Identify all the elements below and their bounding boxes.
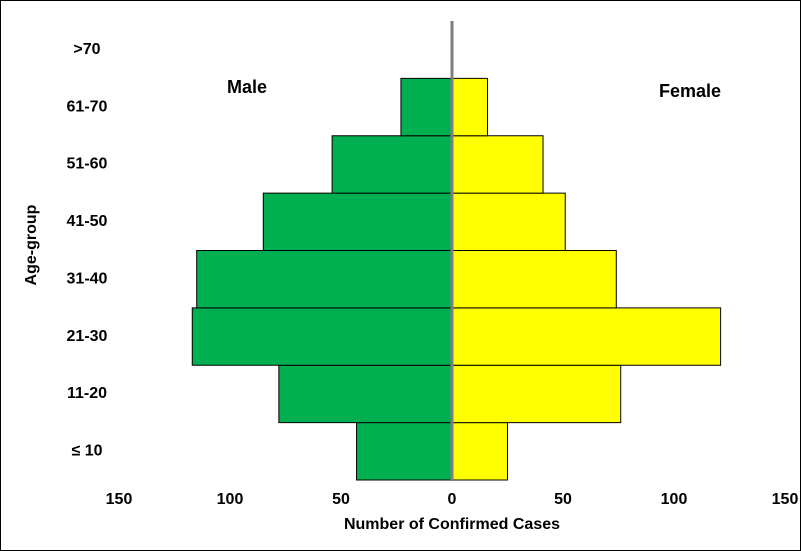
bar — [331, 135, 453, 194]
bar — [262, 192, 453, 251]
y-tick-label: 11-20 — [67, 385, 107, 402]
series-label: Female — [659, 81, 721, 101]
bar — [451, 364, 622, 424]
y-tick-label: ≤ 10 — [71, 443, 102, 460]
bar — [356, 422, 453, 481]
x-tick-label: 100 — [217, 491, 244, 508]
bar — [196, 250, 453, 309]
bar — [451, 192, 566, 251]
bar — [191, 307, 453, 366]
bar — [451, 135, 544, 194]
y-axis-label: Age-group — [23, 204, 40, 285]
bar — [400, 77, 453, 137]
bar — [278, 364, 453, 424]
y-tick-label: 21-30 — [67, 328, 108, 345]
x-tick-label: 100 — [661, 491, 688, 508]
bar — [451, 307, 722, 366]
x-tick-label: 150 — [772, 491, 799, 508]
x-tick-label: 50 — [554, 491, 572, 508]
y-tick-label: >70 — [73, 41, 100, 58]
bar — [451, 250, 617, 309]
y-tick-label: 61-70 — [67, 98, 108, 115]
x-axis-label: Number of Confirmed Cases — [344, 516, 560, 533]
x-tick-label: 50 — [332, 491, 350, 508]
y-tick-label: 31-40 — [67, 270, 108, 287]
x-tick-label: 0 — [448, 491, 457, 508]
x-tick-label: 150 — [106, 491, 133, 508]
y-tick-label: 51-60 — [67, 156, 108, 173]
bar — [451, 77, 489, 137]
bar — [451, 422, 508, 481]
series-label: Male — [227, 77, 267, 97]
y-tick-label: 41-50 — [67, 213, 108, 230]
